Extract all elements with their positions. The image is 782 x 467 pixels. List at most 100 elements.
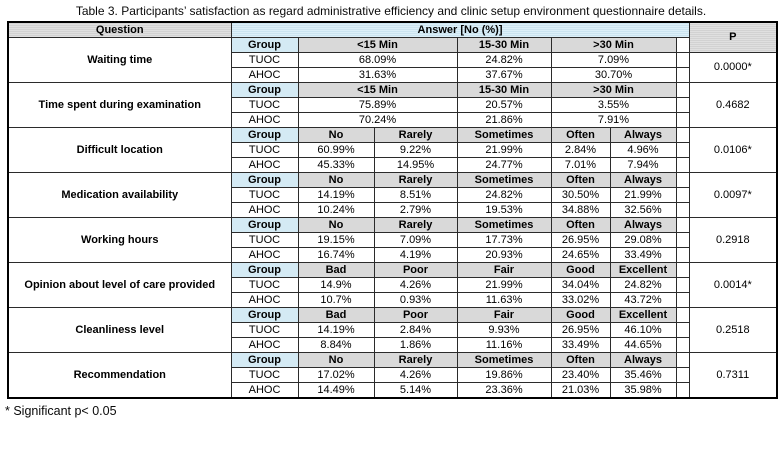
p-value-cell: 0.7311 bbox=[688, 352, 778, 399]
p-value-cell: 0.2918 bbox=[688, 217, 778, 263]
data-row: AHOC 14.49% 5.14% 23.36% 21.03% 35.98% bbox=[8, 382, 777, 399]
p-value-cell: 0.2518 bbox=[688, 307, 778, 353]
answer-option-header: Often bbox=[550, 352, 611, 368]
data-cell: 11.63% bbox=[456, 292, 552, 308]
group-header-cell: Group bbox=[230, 307, 299, 323]
data-cell: 34.04% bbox=[550, 277, 611, 293]
data-cell: 24.65% bbox=[550, 247, 611, 263]
spacer-cell bbox=[675, 112, 690, 128]
spacer-cell bbox=[675, 127, 690, 143]
data-cell: 24.82% bbox=[456, 187, 552, 203]
data-cell: 26.95% bbox=[550, 322, 611, 338]
spacer-cell bbox=[675, 322, 690, 338]
data-cell: 14.95% bbox=[373, 157, 458, 173]
data-row: TUOC 68.09% 24.82% 7.09% 0.0000* bbox=[8, 52, 778, 83]
data-cell: 21.03% bbox=[550, 382, 611, 399]
answer-option-header: No bbox=[297, 352, 375, 368]
spacer-cell bbox=[675, 157, 690, 173]
block-header-row: Cleanliness level Group Bad Poor Fair Good Exc… bbox=[7, 307, 778, 353]
answer-option-header: <15 Min bbox=[297, 82, 458, 98]
data-cell: 68.09% bbox=[297, 52, 458, 68]
data-cell: 24.82% bbox=[456, 52, 552, 68]
data-cell: 7.94% bbox=[609, 157, 677, 173]
data-cell: 9.93% bbox=[456, 322, 552, 338]
spacer-cell bbox=[675, 382, 690, 399]
block-header-row: Waiting time Group <15 Min 15-30 Min >30 Min bbox=[7, 37, 777, 83]
data-row: TUOC 19.15% 7.09% 17.73% 26.95% 29.08% bbox=[8, 232, 777, 248]
answer-option-header: >30 Min bbox=[550, 82, 677, 98]
question-cell: Time spent during examination bbox=[7, 82, 232, 128]
answer-option-header: >30 Min bbox=[550, 37, 677, 53]
question-cell: Opinion about level of care provided bbox=[7, 262, 232, 308]
data-cell: 0.93% bbox=[373, 292, 458, 308]
data-cell: 34.88% bbox=[550, 202, 611, 218]
data-cell: 24.82% bbox=[609, 277, 677, 293]
answer-option-header: Always bbox=[609, 127, 677, 143]
significance-footnote: * Significant p< 0.05 bbox=[5, 404, 117, 418]
answer-option-header: Often bbox=[550, 217, 611, 233]
answer-column-header: Answer [No (%)] bbox=[230, 21, 690, 38]
data-cell: 17.73% bbox=[456, 232, 552, 248]
data-cell: 26.95% bbox=[550, 232, 611, 248]
spacer-cell bbox=[675, 37, 690, 53]
data-cell: 37.67% bbox=[456, 67, 552, 83]
spacer-cell bbox=[675, 172, 690, 188]
answer-option-header: Rarely bbox=[373, 172, 458, 188]
group-value-cell: AHOC bbox=[230, 337, 299, 353]
table-body: Question Answer [No (%)] P Waiting time G… bbox=[7, 21, 778, 399]
data-cell: 20.57% bbox=[456, 97, 552, 113]
data-cell: 21.99% bbox=[456, 277, 552, 293]
question-cell: Difficult location bbox=[7, 127, 232, 173]
question-cell: Waiting time bbox=[7, 37, 232, 83]
answer-option-header: Always bbox=[609, 172, 677, 188]
data-cell: 19.53% bbox=[456, 202, 552, 218]
block-header-row: Difficult location Group No Rarely Sometimes… bbox=[7, 127, 778, 173]
data-row: AHOC 10.7% 0.93% 11.63% 33.02% 43.72% bbox=[8, 292, 777, 308]
group-header-cell: Group bbox=[230, 217, 299, 233]
spacer-cell bbox=[675, 82, 690, 98]
data-row: TUOC 14.19% 2.84% 9.93% 26.95% 46.10% bbox=[8, 322, 777, 338]
data-cell: 21.99% bbox=[609, 187, 677, 203]
answer-option-header: Excellent bbox=[609, 307, 677, 323]
data-row: TUOC 17.02% 4.26% 19.86% 23.40% 35.46% bbox=[8, 367, 777, 383]
data-cell: 11.16% bbox=[456, 337, 552, 353]
group-header-cell: Group bbox=[230, 352, 299, 368]
answer-option-header: <15 Min bbox=[297, 37, 458, 53]
data-cell: 7.01% bbox=[550, 157, 611, 173]
group-value-cell: TUOC bbox=[230, 367, 299, 383]
spacer-cell bbox=[675, 337, 690, 353]
data-cell: 2.84% bbox=[550, 142, 611, 158]
data-cell: 8.51% bbox=[373, 187, 458, 203]
answer-option-header: Good bbox=[550, 307, 611, 323]
data-cell: 23.36% bbox=[456, 382, 552, 399]
data-cell: 29.08% bbox=[609, 232, 677, 248]
data-cell: 14.49% bbox=[297, 382, 375, 399]
data-cell: 19.15% bbox=[297, 232, 375, 248]
group-header-cell: Group bbox=[230, 37, 299, 53]
data-cell: 10.7% bbox=[297, 292, 375, 308]
block-header-row: Working hours Group No Rarely Sometimes Often… bbox=[7, 217, 778, 263]
group-value-cell: TUOC bbox=[230, 97, 299, 113]
spacer-cell bbox=[675, 247, 690, 263]
block-header-row: Time spent during examination Group <15 Mi… bbox=[7, 82, 778, 128]
data-cell: 4.96% bbox=[609, 142, 677, 158]
spacer-cell bbox=[675, 217, 690, 233]
group-value-cell: AHOC bbox=[230, 292, 299, 308]
spacer-cell bbox=[675, 52, 690, 68]
p-value-cell: 0.0097* bbox=[688, 172, 778, 218]
question-cell: Medication availability bbox=[7, 172, 232, 218]
data-cell: 24.77% bbox=[456, 157, 552, 173]
spacer-cell bbox=[675, 187, 690, 203]
spacer-cell bbox=[675, 97, 690, 113]
data-cell: 60.99% bbox=[297, 142, 375, 158]
spacer-cell bbox=[675, 367, 690, 383]
question-cell: Working hours bbox=[7, 217, 232, 263]
p-value-cell: 0.4682 bbox=[688, 82, 778, 128]
group-value-cell: TUOC bbox=[230, 187, 299, 203]
answer-option-header: Fair bbox=[456, 262, 552, 278]
data-cell: 30.50% bbox=[550, 187, 611, 203]
data-cell: 21.86% bbox=[456, 112, 552, 128]
spacer-cell bbox=[675, 277, 690, 293]
data-cell: 17.02% bbox=[297, 367, 375, 383]
answer-option-header: Often bbox=[550, 127, 611, 143]
